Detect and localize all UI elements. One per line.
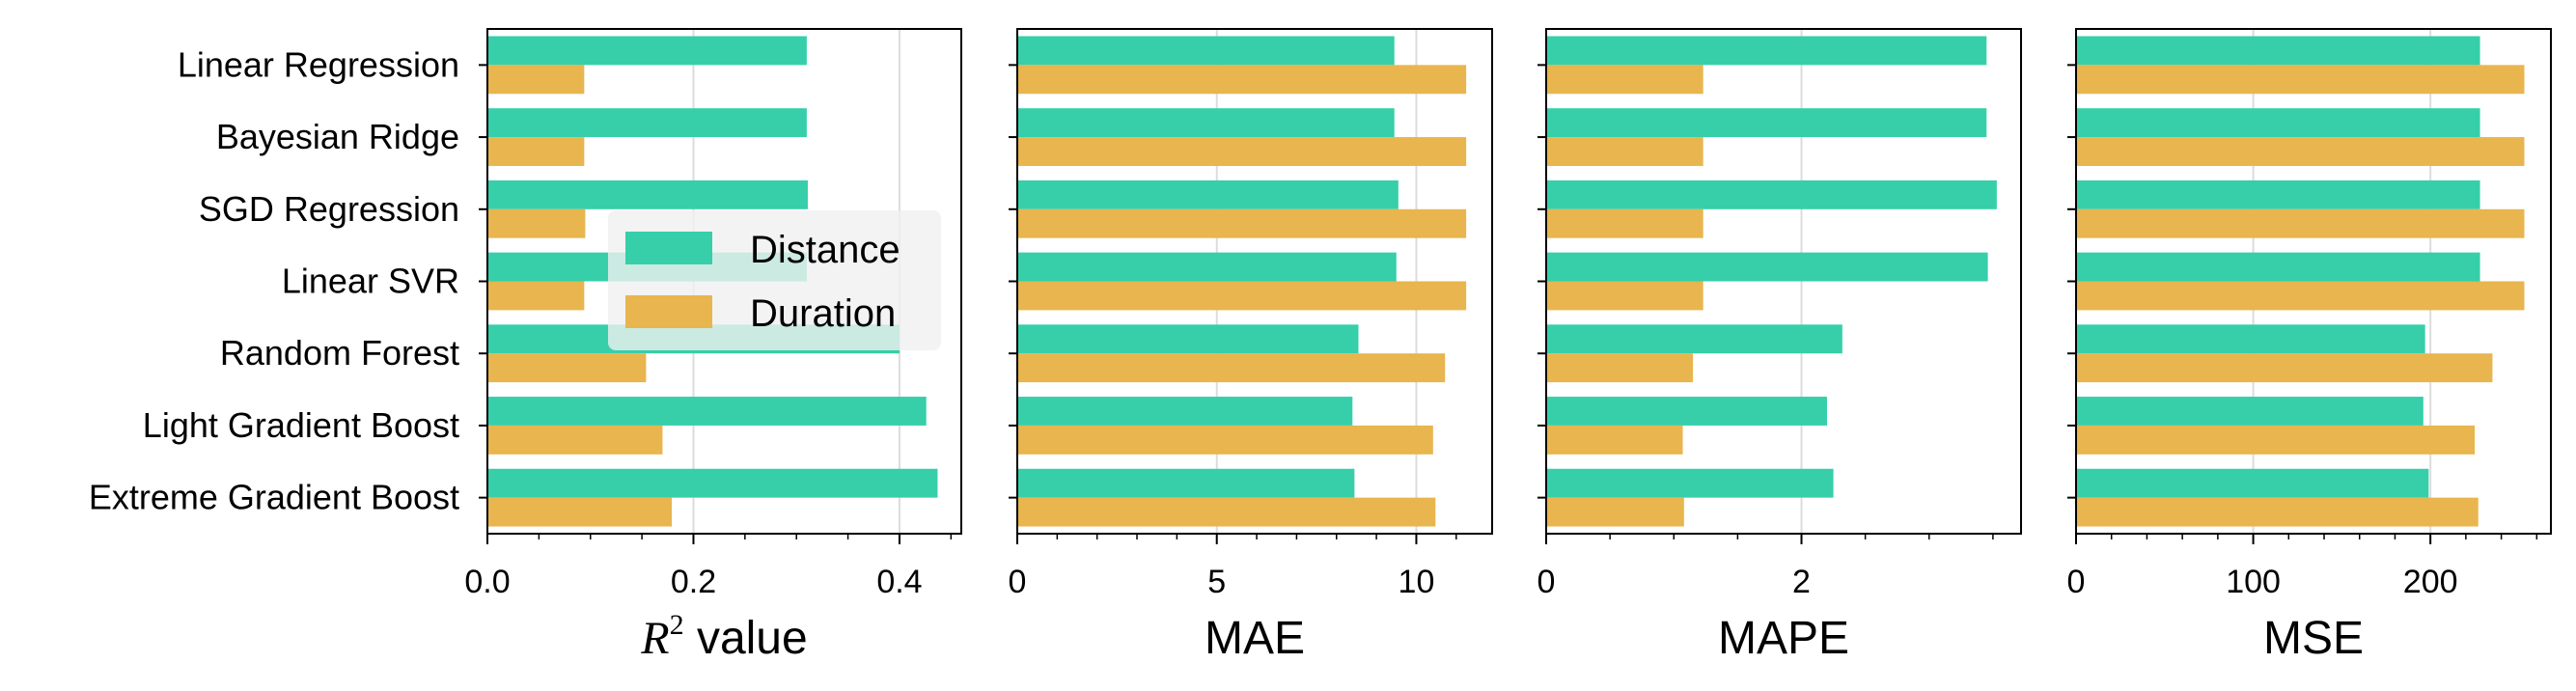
legend-label-distance: Distance	[750, 229, 900, 271]
bar-distance	[2076, 324, 2425, 354]
x-axis-label: R2 value	[640, 609, 807, 664]
x-tick-label: 0	[2067, 564, 2086, 600]
bar-duration	[1017, 497, 1436, 527]
legend-swatch-distance	[625, 232, 712, 264]
bar-duration	[1017, 208, 1467, 238]
bar-distance	[487, 397, 927, 426]
bar-distance	[2076, 108, 2480, 138]
bar-duration	[1546, 65, 1703, 95]
bar-duration	[1546, 137, 1703, 166]
bar-duration	[2076, 208, 2525, 238]
x-tick-label: 10	[1399, 564, 1435, 600]
bar-distance	[1546, 180, 1997, 209]
bar-duration	[2076, 281, 2525, 311]
x-tick-label: 200	[2403, 564, 2458, 600]
bar-duration	[2076, 137, 2525, 166]
x-tick-label: 0.0	[464, 564, 510, 600]
bar-distance	[1017, 324, 1359, 354]
legend-label-duration: Duration	[750, 292, 896, 335]
bar-distance	[1546, 108, 1987, 138]
bar-duration	[487, 353, 647, 383]
x-tick-label: 100	[2226, 564, 2281, 600]
bar-duration	[1546, 497, 1684, 527]
bar-distance	[2076, 468, 2429, 498]
panel-mae: 0 5 10 MAE	[1009, 28, 1493, 664]
bar-distance	[1017, 108, 1395, 138]
y-tick-label: Light Gradient Boost	[143, 405, 459, 445]
bar-duration	[487, 497, 673, 527]
bar-duration	[2076, 353, 2493, 383]
y-tick-label: Linear SVR	[282, 262, 459, 301]
bar-distance	[1017, 36, 1395, 66]
bar-duration	[2076, 425, 2476, 455]
bar-distance	[1017, 252, 1397, 282]
bar-duration	[1546, 208, 1703, 238]
panel-mse: 0 100 200 MSE	[2067, 28, 2552, 664]
x-tick-label: 0.4	[876, 564, 922, 600]
bar-duration	[1546, 425, 1683, 455]
bar-distance	[487, 180, 808, 209]
x-axis-label: MAE	[1205, 613, 1305, 664]
bar-duration	[487, 281, 585, 311]
bar-duration	[1546, 281, 1703, 311]
x-tick-label: 0.2	[671, 564, 716, 600]
bar-duration	[1017, 353, 1446, 383]
bar-duration	[1017, 65, 1467, 95]
y-tick-label: Random Forest	[220, 333, 459, 373]
x-tick-label: 2	[1792, 564, 1811, 600]
bar-duration	[1017, 281, 1467, 311]
bar-distance	[1546, 324, 1842, 354]
bar-duration	[487, 208, 586, 238]
bar-distance	[487, 36, 807, 66]
bar-duration	[1017, 425, 1433, 455]
y-tick-label: SGD Regression	[199, 189, 459, 229]
bar-distance	[1546, 252, 1988, 282]
panels: Linear Regression Bayesian Ridge SGD Regre…	[89, 28, 2552, 664]
bar-duration	[487, 137, 585, 166]
bar-duration	[487, 425, 663, 455]
bar-distance	[487, 108, 807, 138]
legend-swatch-duration	[625, 295, 712, 328]
bar-distance	[1017, 180, 1399, 209]
bar-duration	[2076, 497, 2479, 527]
x-tick-label: 0	[1537, 564, 1556, 600]
x-axis-label: MSE	[2263, 613, 2364, 664]
bar-distance	[2076, 180, 2480, 209]
bar-distance	[1017, 397, 1353, 426]
x-tick-label: 0	[1009, 564, 1027, 600]
bar-duration	[2076, 65, 2525, 95]
x-axis-label: MAPE	[1718, 613, 1849, 664]
bar-distance	[1546, 397, 1827, 426]
bar-distance	[1017, 468, 1355, 498]
y-tick-label: Bayesian Ridge	[216, 117, 459, 156]
bar-distance	[2076, 36, 2480, 66]
bar-duration	[487, 65, 585, 95]
panel-mape: 0 2 MAPE	[1537, 28, 2022, 664]
bar-distance	[1546, 36, 1987, 66]
y-tick-label: Extreme Gradient Boost	[89, 478, 459, 517]
y-tick-label: Linear Regression	[178, 44, 459, 84]
bar-distance	[2076, 397, 2424, 426]
bar-duration	[1546, 353, 1694, 383]
bar-distance	[2076, 252, 2480, 282]
legend: Distance Duration	[608, 210, 941, 350]
bar-duration	[1017, 137, 1467, 166]
bar-distance	[487, 468, 938, 498]
x-tick-label: 5	[1207, 564, 1226, 600]
bar-distance	[1546, 468, 1834, 498]
